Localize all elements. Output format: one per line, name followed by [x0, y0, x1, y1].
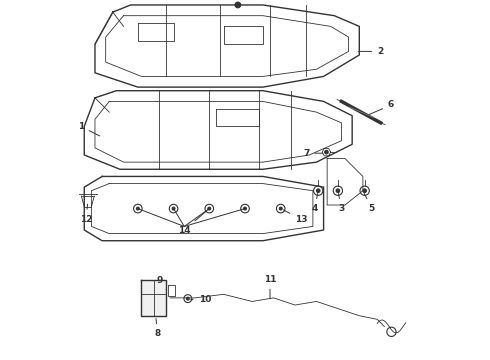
- Circle shape: [136, 207, 139, 210]
- Circle shape: [172, 207, 175, 210]
- Circle shape: [363, 189, 367, 193]
- Text: 6: 6: [369, 100, 394, 114]
- Circle shape: [325, 150, 328, 154]
- Text: 9: 9: [156, 275, 167, 290]
- Text: 5: 5: [364, 193, 375, 213]
- Circle shape: [208, 207, 211, 210]
- Polygon shape: [84, 91, 352, 169]
- Circle shape: [317, 189, 320, 193]
- Text: 7: 7: [303, 149, 322, 158]
- Text: 12: 12: [80, 204, 92, 224]
- Circle shape: [186, 297, 189, 300]
- Text: 8: 8: [154, 319, 161, 338]
- Text: 11: 11: [264, 275, 276, 299]
- Circle shape: [279, 207, 282, 210]
- Text: 3: 3: [338, 193, 344, 213]
- Text: 14: 14: [178, 210, 207, 234]
- Polygon shape: [142, 280, 167, 316]
- Polygon shape: [84, 176, 323, 241]
- Text: 1: 1: [77, 122, 99, 136]
- Text: 2: 2: [359, 47, 383, 56]
- Text: 4: 4: [312, 193, 318, 213]
- Circle shape: [235, 2, 241, 8]
- Circle shape: [336, 189, 340, 193]
- Text: 13: 13: [283, 210, 308, 224]
- Circle shape: [244, 207, 246, 210]
- Polygon shape: [95, 5, 359, 87]
- Text: 10: 10: [191, 295, 211, 304]
